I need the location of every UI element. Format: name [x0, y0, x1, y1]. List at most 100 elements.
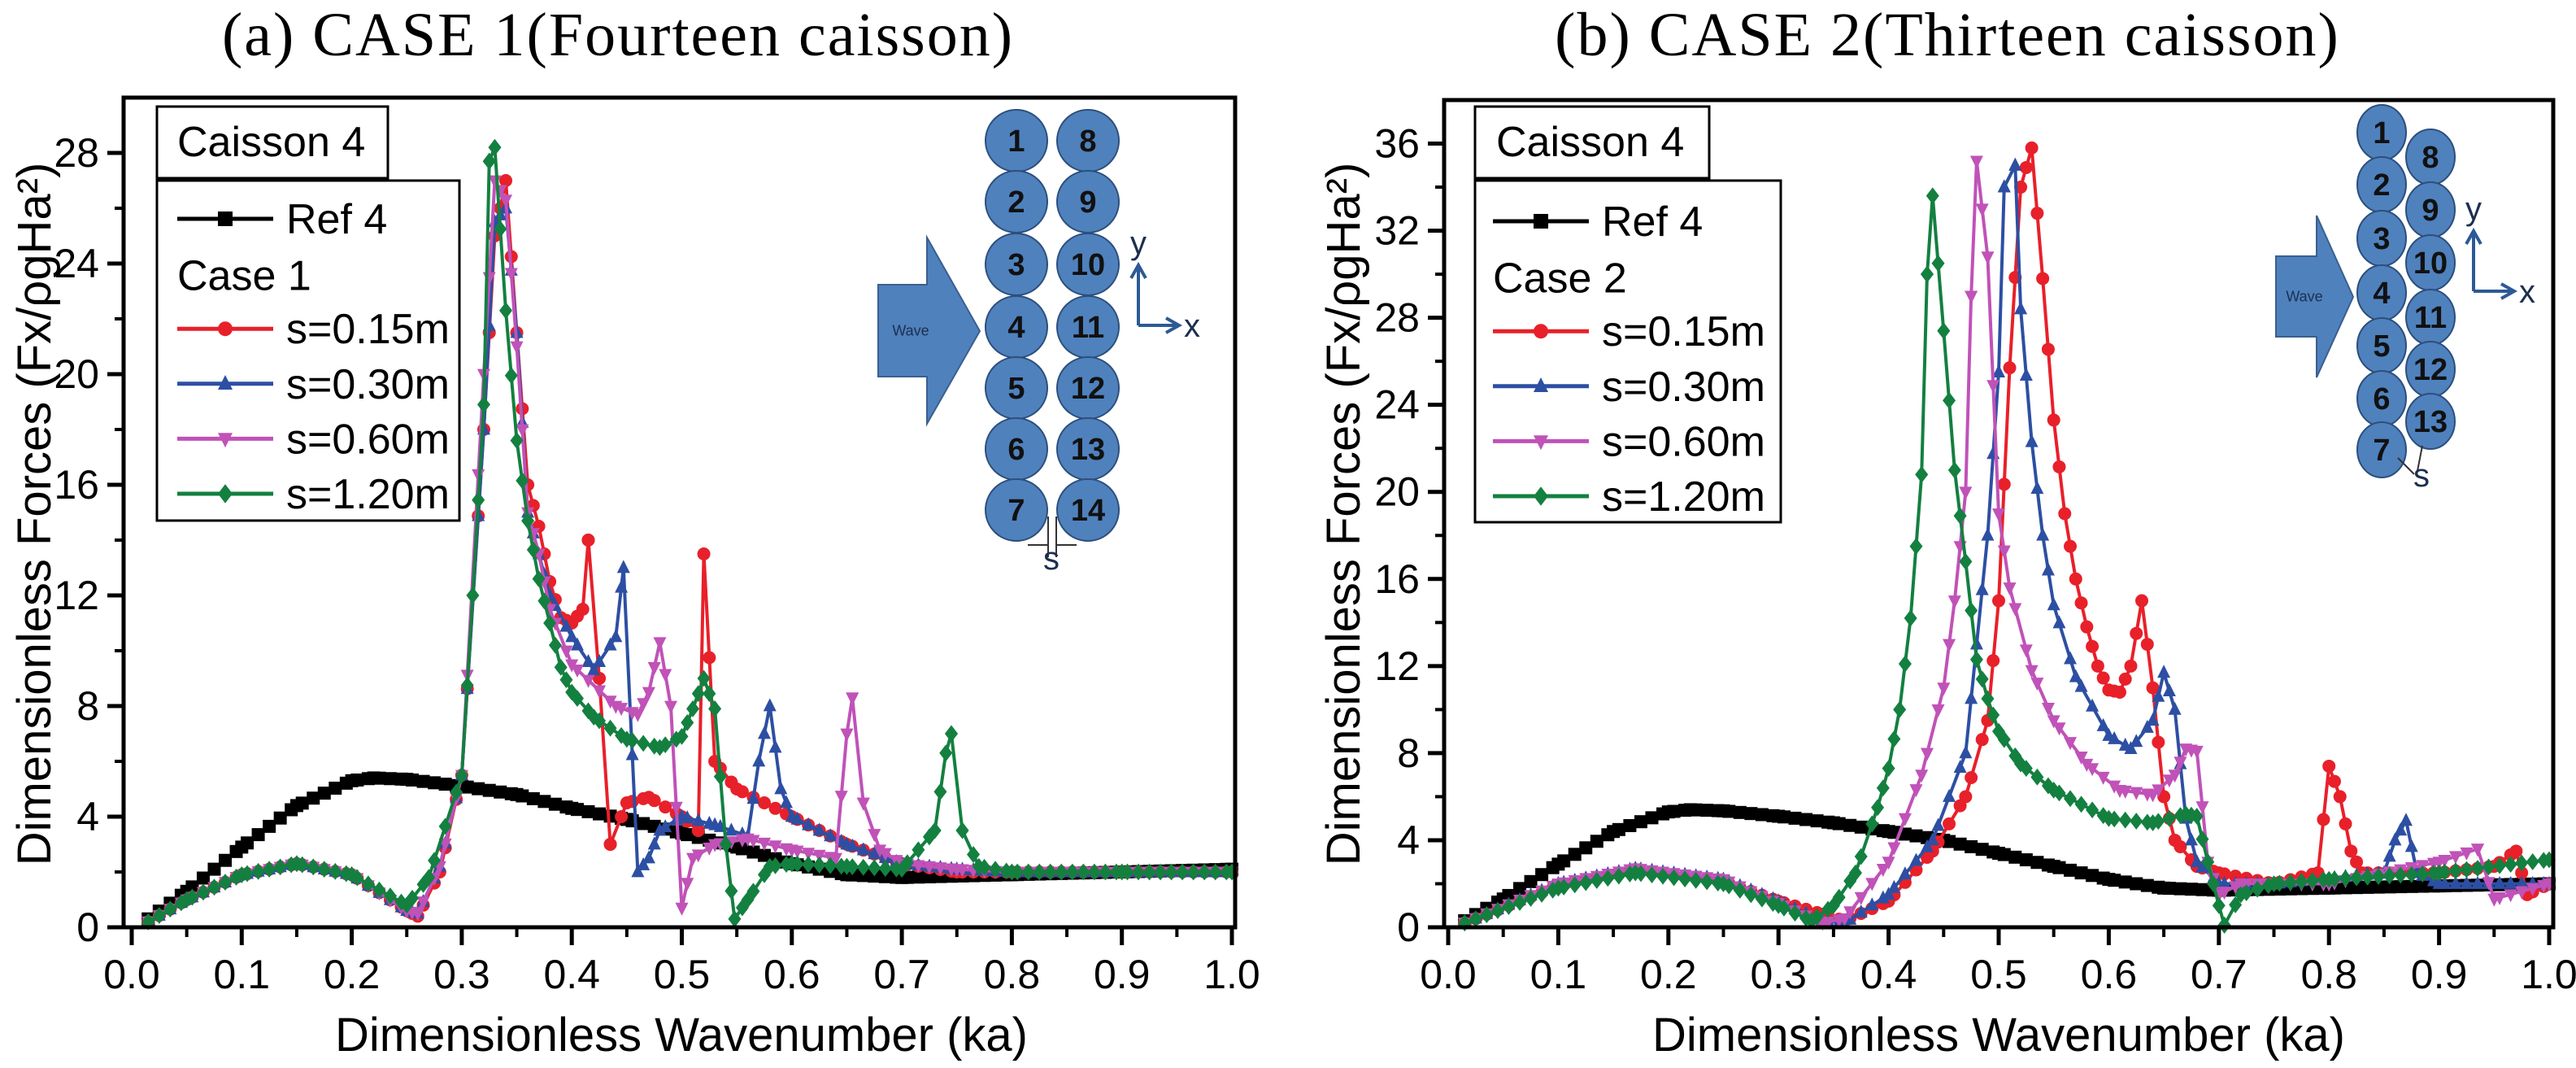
marker-triangle-up — [2041, 562, 2055, 576]
marker-triangle-down — [1865, 878, 1879, 891]
marker-diamond — [499, 302, 513, 320]
caisson: 12 — [1056, 356, 1120, 420]
marker-diamond — [559, 671, 573, 689]
marker-triangle-up — [2504, 875, 2517, 889]
x-tick-label: 0.9 — [1094, 952, 1151, 997]
marker-diamond — [603, 719, 617, 737]
marker-diamond — [516, 472, 529, 490]
marker-triangle-down — [2003, 582, 2017, 596]
marker-triangle-up — [218, 375, 233, 390]
marker-triangle-up — [2404, 839, 2418, 852]
y-tick-label: 36 — [1374, 121, 1420, 167]
marker-diamond — [1788, 905, 1802, 922]
caisson: 14 — [1056, 478, 1120, 542]
marker-triangle-down — [416, 896, 430, 910]
marker-triangle-down — [581, 674, 595, 688]
marker-triangle-down — [504, 268, 518, 281]
marker-diamond — [2195, 830, 2209, 848]
marker-triangle-down — [1838, 913, 1852, 926]
marker-diamond — [537, 592, 551, 610]
marker-diamond — [719, 835, 733, 853]
marker-diamond — [2064, 790, 2078, 808]
marker-diamond — [1055, 863, 1068, 881]
marker-triangle-up — [856, 842, 870, 856]
marker-diamond — [554, 659, 568, 676]
marker-square — [1717, 804, 1730, 817]
marker-diamond — [141, 913, 155, 931]
marker-triangle-up — [763, 698, 777, 712]
marker-diamond — [1513, 894, 1527, 911]
marker-triangle-up — [609, 629, 623, 643]
marker-triangle-up — [2515, 875, 2529, 889]
marker-square — [1590, 835, 1603, 848]
marker-circle — [2074, 596, 2088, 610]
caisson-circle — [985, 478, 1048, 542]
marker-triangle-down — [686, 852, 700, 866]
marker-triangle-down — [1843, 906, 1857, 920]
legend-items: Ref 4 s=0.15m s=0.30m s=0.60m s=1.20m Case 2 — [1493, 198, 1765, 521]
marker-diamond — [1975, 670, 1989, 688]
marker-triangle-up — [752, 753, 766, 767]
marker-diamond — [686, 700, 700, 717]
marker-triangle-down — [1937, 682, 1951, 696]
marker-triangle-down — [1534, 435, 1548, 451]
marker-triangle-down — [2008, 603, 2022, 617]
x-tick-label: 0.9 — [2411, 952, 2468, 997]
marker-diamond — [1981, 690, 1995, 708]
x-tick-label: 0.5 — [1970, 952, 2027, 997]
marker-triangle-up — [570, 637, 584, 651]
caisson-number: 12 — [2413, 353, 2448, 387]
marker-circle — [2080, 620, 2094, 634]
marker-triangle-up — [812, 822, 826, 836]
marker-diamond — [152, 907, 166, 924]
marker-diamond — [460, 677, 474, 694]
marker-triangle-down — [510, 341, 524, 355]
marker-triangle-up — [2014, 301, 2028, 315]
caisson: 11 — [1056, 295, 1120, 359]
marker-diamond — [455, 766, 468, 784]
y-tick-label: 4 — [76, 794, 99, 839]
marker-circle — [2030, 207, 2044, 220]
caisson-number: 1 — [1007, 124, 1025, 159]
marker-diamond — [1777, 899, 1791, 917]
caisson: 2 — [985, 170, 1048, 233]
marker-triangle-up — [1920, 839, 1934, 852]
marker-triangle-down — [933, 862, 947, 876]
marker-triangle-down — [1981, 251, 1995, 265]
marker-diamond — [2267, 875, 2281, 892]
x-axis-label: Dimensionless Wavenumber (ka) — [335, 1009, 1028, 1061]
marker-square — [1909, 829, 1923, 843]
marker-diamond — [972, 857, 986, 875]
marker-circle — [730, 782, 744, 796]
marker-triangle-down — [2030, 678, 2044, 691]
marker-circle — [2509, 844, 2523, 858]
marker-diamond — [1590, 872, 1603, 889]
marker-diamond — [185, 888, 199, 906]
marker-triangle-down — [1975, 203, 1989, 217]
caisson-number: 10 — [2413, 246, 2448, 281]
marker-diamond — [812, 857, 826, 874]
caisson: 8 — [1056, 109, 1120, 172]
marker-circle — [2146, 681, 2160, 695]
marker-diamond — [494, 220, 507, 238]
marker-square — [428, 776, 442, 790]
caisson-number: 7 — [2373, 434, 2390, 468]
marker-circle — [2515, 866, 2529, 880]
y-tick-label: 12 — [54, 573, 99, 618]
marker-triangle-up — [1865, 897, 1879, 911]
marker-circle — [2327, 774, 2341, 788]
caisson-number: 6 — [1007, 433, 1025, 467]
marker-circle — [2041, 342, 2055, 356]
marker-diamond — [2322, 870, 2336, 888]
marker-triangle-down — [1909, 784, 1923, 798]
marker-circle — [2124, 659, 2138, 673]
marker-circle — [2086, 639, 2100, 653]
x-tick-label: 0.1 — [214, 952, 271, 997]
marker-diamond — [1678, 870, 1692, 888]
marker-circle — [2091, 659, 2104, 673]
caisson: 12 — [2405, 341, 2456, 398]
marker-square — [1683, 803, 1697, 817]
marker-triangle-down — [516, 424, 529, 438]
marker-triangle-up — [2388, 832, 2402, 846]
caisson: 2 — [2356, 156, 2407, 213]
